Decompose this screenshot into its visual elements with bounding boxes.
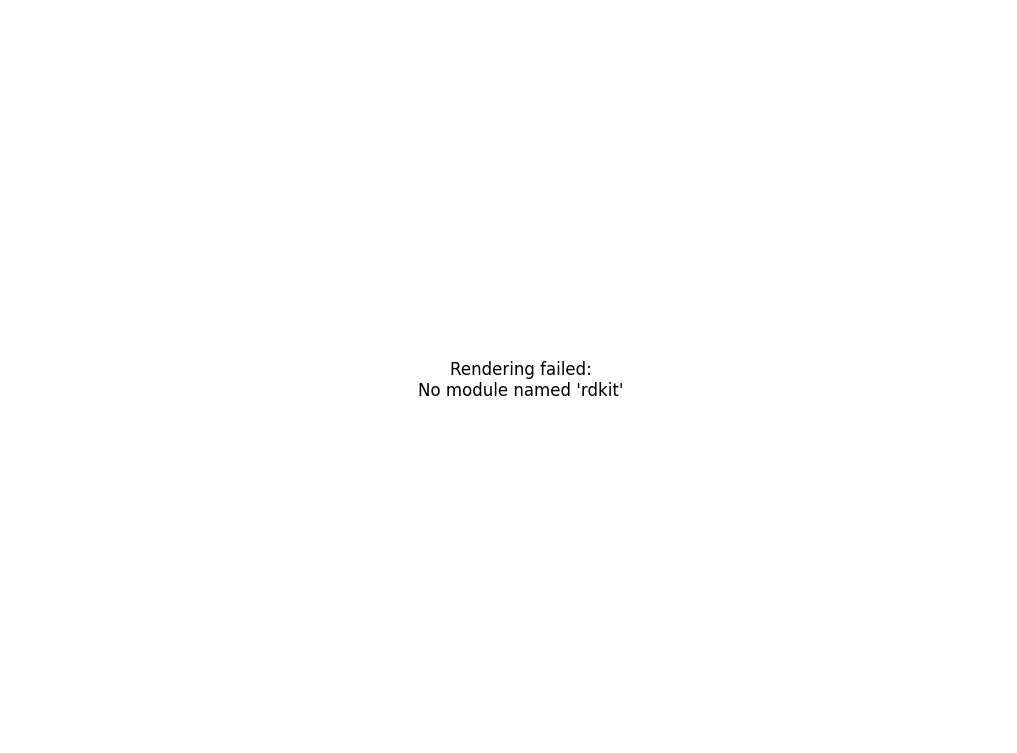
Text: Rendering failed:
No module named 'rdkit': Rendering failed: No module named 'rdkit… (418, 361, 624, 400)
